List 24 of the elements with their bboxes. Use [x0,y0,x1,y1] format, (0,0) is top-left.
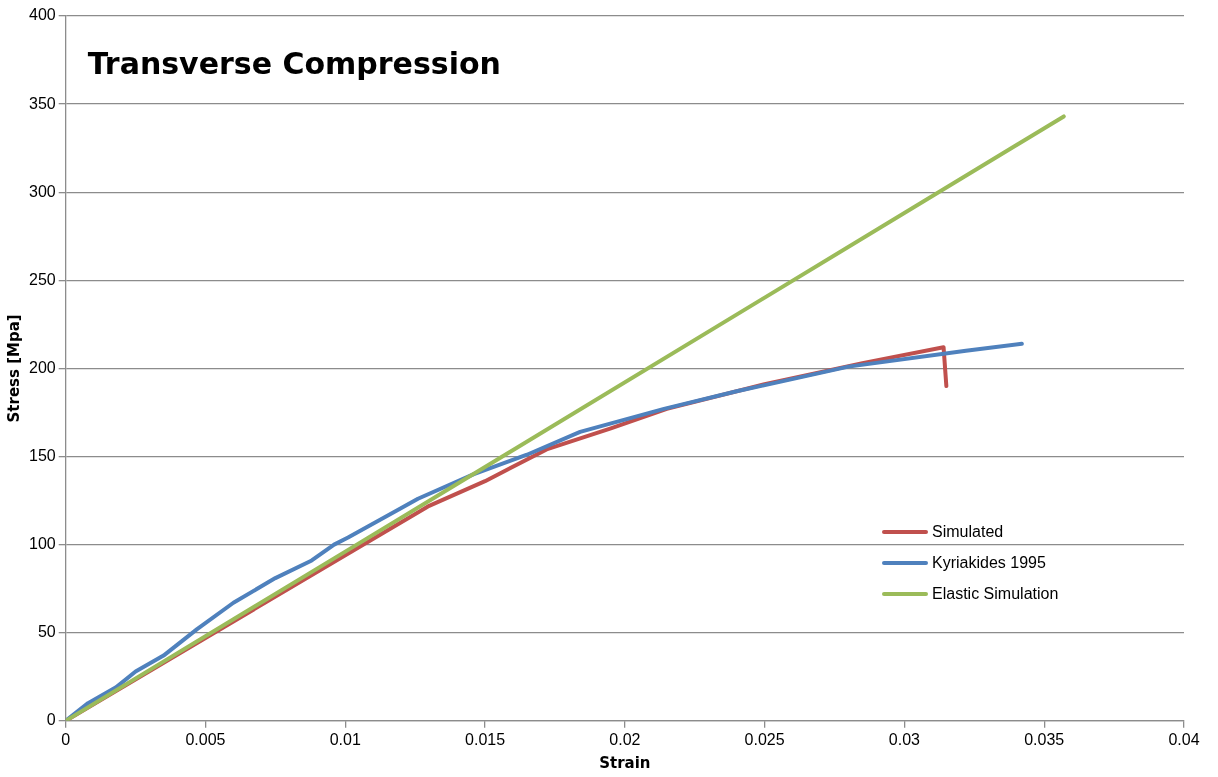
x-tick-label: 0.025 [744,730,785,748]
x-tick-label: 0.01 [329,730,361,748]
y-tick-label: 400 [28,6,56,24]
x-tick-label: 0.005 [185,730,226,748]
legend-label: Elastic Simulation [931,583,1059,604]
y-tick-label: 100 [28,535,56,553]
y-tick-label: 0 [46,711,56,729]
y-axis-title: Stress [Mpa] [4,314,23,423]
text: Transverse Compression [87,46,501,81]
y-tick-label: 300 [28,182,56,200]
x-tick-label: 0.02 [609,730,641,748]
x-tick-label: 0.035 [1024,730,1065,748]
y-tick-label: 350 [28,94,56,112]
legend-label: Simulated [931,521,1005,542]
x-tick-label: 0 [61,730,71,748]
y-tick-label: 200 [28,358,56,376]
x-axis-title: Strain [599,753,651,772]
y-tick-label: 250 [28,270,56,288]
y-tick-label: 50 [37,623,56,641]
x-tick-label: 0.03 [888,730,921,748]
x-tick-label: 0.015 [465,730,506,748]
legend-label: Kyriakides 1995 [931,552,1047,573]
y-tick-label: 150 [28,446,56,464]
x-tick-label: 0.04 [1168,730,1200,748]
